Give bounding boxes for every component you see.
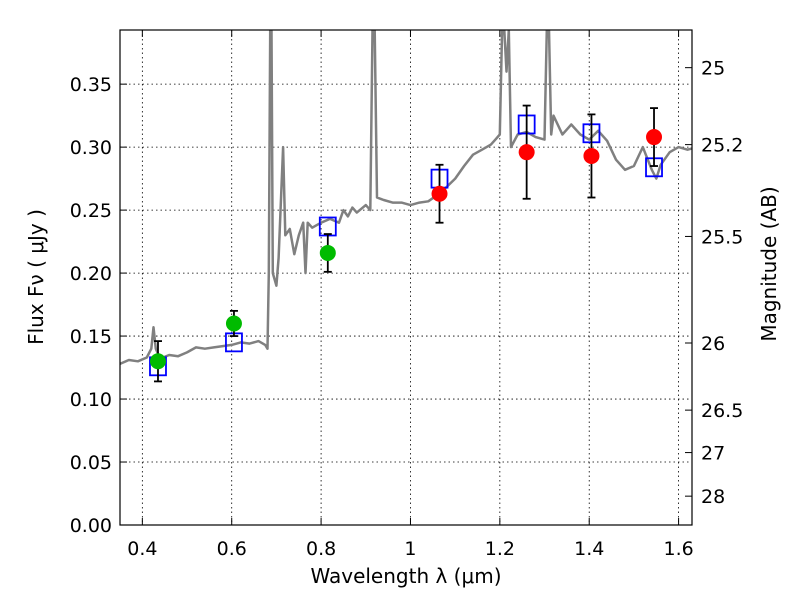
- spectrum-line: [120, 30, 692, 365]
- detections-layer: [149, 129, 663, 370]
- green-data-point: [225, 315, 242, 332]
- x-tick-label: 1: [404, 538, 416, 560]
- green-data-point: [149, 353, 166, 370]
- red-data-point: [431, 185, 448, 202]
- y-tick-label: 0.00: [70, 515, 112, 537]
- x-tick-label: 1.6: [663, 538, 693, 560]
- y-tick-label: 0.20: [70, 263, 112, 285]
- y-tick-label: 0.30: [70, 137, 112, 159]
- right-tick-label: 25: [701, 58, 725, 80]
- x-axis-label: Wavelength λ (μm): [310, 564, 501, 588]
- x-tick-label: 1.4: [574, 538, 604, 560]
- right-tick-label: 26.5: [701, 400, 743, 422]
- y-tick-label: 0.10: [70, 389, 112, 411]
- y-axis-label: Flux Fν ( μJy ): [24, 209, 48, 345]
- x-tick-label: 0.8: [306, 538, 336, 560]
- grid-lines: [120, 30, 692, 525]
- y-tick-label: 0.25: [70, 200, 112, 222]
- right-tick-label: 27: [701, 443, 725, 465]
- green-data-point: [319, 244, 336, 261]
- axis-ticks: 0.4 0.6 0.8 1 1.2 1.4 1.6 0.00 0.05 0.10 0.15 0.20 0…: [70, 30, 743, 560]
- x-tick-label: 0.6: [217, 538, 247, 560]
- spectrum-layer: [120, 30, 692, 365]
- error-bars-layer: [153, 104, 659, 383]
- x-tick-label: 1.2: [485, 538, 515, 560]
- red-data-point: [646, 129, 663, 146]
- right-tick-label: 28: [701, 486, 725, 508]
- right-tick-label: 25.5: [701, 226, 743, 248]
- y-tick-label: 0.15: [70, 326, 112, 348]
- right-axis-label: Magnitude (AB): [757, 186, 781, 341]
- y-tick-label: 0.35: [70, 74, 112, 96]
- plot-frame: [119, 29, 693, 526]
- x-tick-label: 0.4: [127, 538, 157, 560]
- y-tick-label: 0.05: [70, 452, 112, 474]
- right-tick-label: 25.2: [701, 135, 743, 157]
- right-tick-label: 26: [701, 333, 725, 355]
- red-data-point: [583, 147, 600, 164]
- red-data-point: [518, 144, 535, 161]
